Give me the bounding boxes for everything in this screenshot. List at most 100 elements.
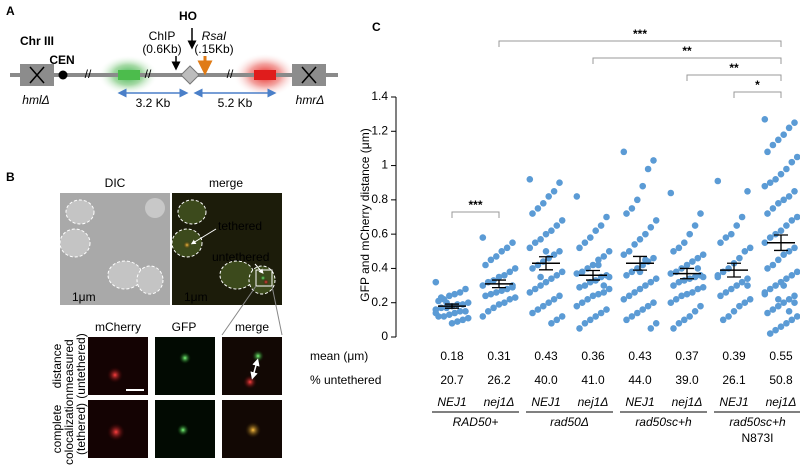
untethered-value: 26.1 [722, 373, 746, 387]
y-tick-label: 0.4 [371, 261, 388, 275]
data-point [464, 299, 472, 307]
distance-label: 3.2 Kb [136, 96, 171, 110]
data-point [667, 189, 675, 197]
chip-label: (0.6Kb) [142, 42, 181, 56]
panel-letter: B [6, 170, 15, 184]
data-point [639, 306, 646, 313]
annotation-arrow [190, 228, 217, 245]
data-point [725, 313, 732, 320]
row-label-line: (tethered) [74, 403, 88, 455]
data-point [744, 275, 751, 283]
data-point [550, 187, 558, 195]
data-point [772, 230, 779, 238]
data-point [625, 292, 633, 300]
data-point [548, 319, 555, 327]
data-point [493, 253, 500, 260]
data-point [553, 222, 561, 229]
chip-label: ChIP [149, 29, 176, 43]
untethered-value: 20.7 [440, 373, 464, 387]
data-point [628, 205, 636, 212]
data-point [526, 244, 534, 252]
group-label: rad50sc+h [635, 415, 692, 429]
mean-row-label: mean (μm) [310, 349, 368, 363]
significance-bracket [451, 211, 500, 218]
data-point [647, 278, 655, 286]
group-note: N873I [741, 431, 773, 445]
error-bar [586, 269, 600, 281]
panel-c: C GFP and mCherry distance (μm) mean (μm… [310, 20, 800, 445]
data-point [744, 187, 751, 195]
data-point [694, 285, 702, 293]
genotype-label: NEJ1 [625, 395, 654, 409]
data-point [667, 299, 675, 307]
data-point [793, 268, 800, 276]
data-point [738, 213, 746, 221]
genotype-label: NEJ1 [437, 395, 466, 409]
chromosome-label: Chr III [20, 34, 54, 48]
mean-value: 0.18 [440, 349, 464, 363]
centromere [58, 70, 68, 80]
focus [183, 241, 191, 249]
untethered-value: 50.8 [769, 373, 793, 387]
data-point [722, 234, 730, 241]
data-point [775, 295, 782, 303]
data-point [479, 282, 487, 289]
image-title: merge [209, 176, 243, 190]
data-point [775, 256, 782, 264]
error-bar [774, 234, 788, 252]
mcherry-array [254, 70, 276, 80]
break-mark: // [227, 67, 234, 81]
data-point [746, 295, 754, 303]
data-point [440, 313, 448, 320]
data-point [791, 187, 798, 195]
significance-bracket [733, 91, 782, 98]
data-point [772, 175, 779, 183]
data-point [506, 295, 514, 303]
data-point [576, 244, 583, 252]
data-point [584, 295, 591, 303]
data-point [681, 316, 688, 324]
y-tick-label: 0.6 [371, 226, 388, 240]
panel-letter: A [6, 4, 15, 18]
data-point [667, 270, 675, 277]
data-point [542, 230, 550, 238]
row-label-line: measured [62, 339, 76, 392]
significance-label: *** [468, 198, 482, 212]
column-title: GFP [172, 320, 197, 334]
data-point [578, 299, 586, 307]
data-point [793, 313, 800, 320]
zoom-box [255, 269, 273, 287]
data-point [766, 234, 774, 241]
data-point [540, 302, 547, 310]
ho-site [180, 65, 200, 85]
data-point [501, 271, 508, 279]
data-point [605, 247, 613, 255]
data-point [451, 309, 459, 317]
data-point [526, 289, 534, 296]
data-point [746, 244, 754, 252]
data-point [783, 275, 790, 283]
data-point [652, 275, 660, 283]
data-point [672, 295, 680, 303]
data-point [788, 271, 796, 279]
data-point [605, 285, 613, 293]
data-point [780, 131, 787, 139]
y-tick-label: 1.2 [371, 123, 388, 137]
data-point [678, 292, 685, 300]
data-point [592, 313, 599, 320]
data-point [785, 124, 793, 132]
data-point [699, 251, 707, 259]
gfp-array [118, 70, 140, 80]
data-point [534, 205, 542, 212]
data-point [605, 273, 613, 281]
data-point [791, 119, 798, 127]
data-point [652, 319, 660, 327]
group-label: rad50Δ [550, 415, 589, 429]
data-point [777, 227, 785, 235]
data-point [728, 230, 735, 238]
data-point [769, 205, 777, 212]
untethered-value: 40.0 [534, 373, 558, 387]
data-point [675, 319, 683, 327]
data-point [531, 285, 539, 293]
significance-bracket [686, 74, 782, 81]
